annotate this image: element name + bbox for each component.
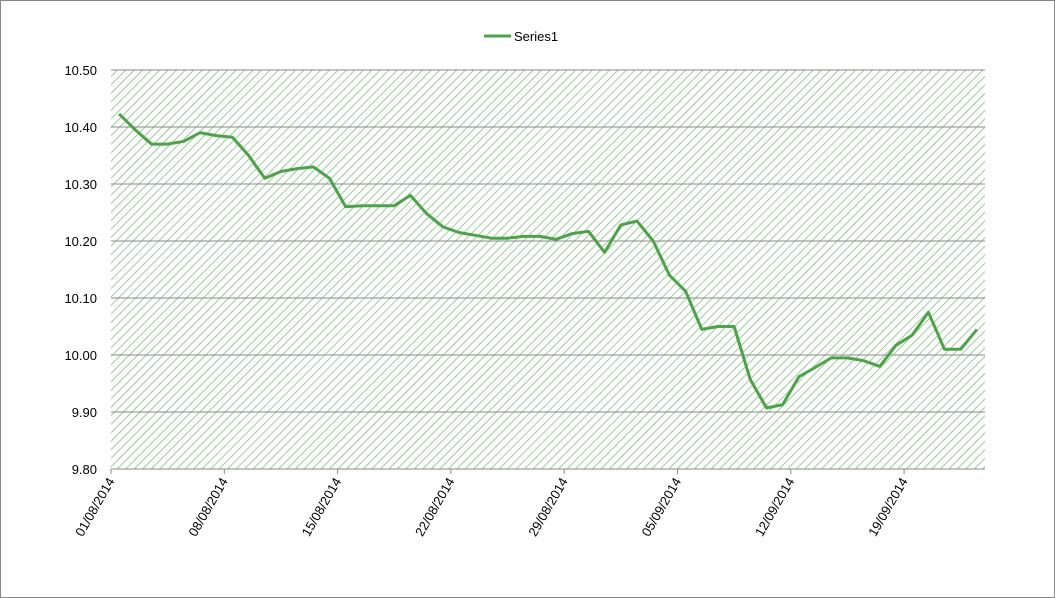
legend-label: Series1 (514, 29, 558, 44)
y-tick-label: 10.00 (64, 348, 97, 363)
plot-area (111, 70, 985, 469)
y-tick-label: 9.80 (72, 462, 97, 477)
series-line (118, 112, 979, 410)
y-tick-label: 9.90 (72, 405, 97, 420)
y-tick-label: 10.20 (64, 234, 97, 249)
y-tick-label: 10.50 (64, 63, 97, 78)
y-tick-label: 10.10 (64, 291, 97, 306)
y-tick-label: 10.40 (64, 120, 97, 135)
y-tick-label: 10.30 (64, 177, 97, 192)
